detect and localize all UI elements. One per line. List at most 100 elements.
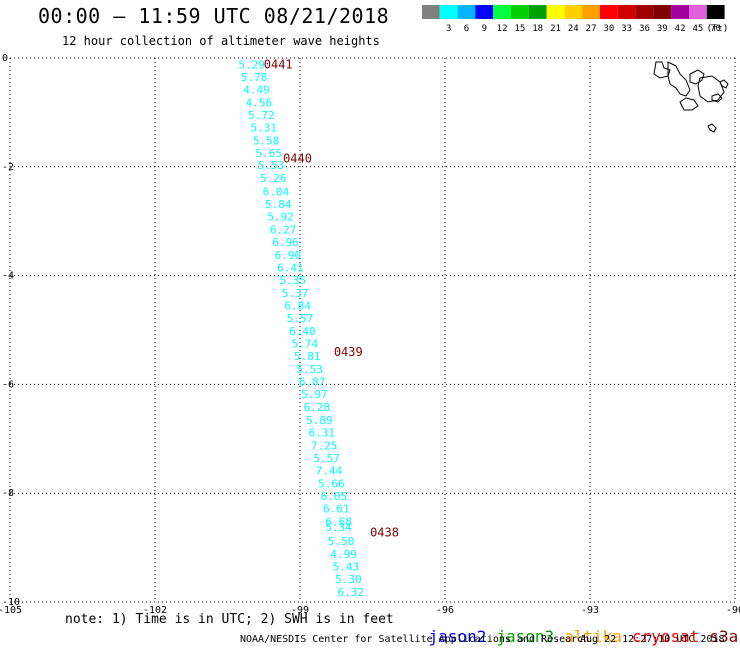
- coastline-island: [653, 61, 671, 79]
- wave-height-label: 6.04: [263, 185, 290, 198]
- coastline-island: [679, 97, 699, 111]
- wave-height-label: 6.61: [323, 502, 350, 515]
- x-tick-label: -99: [291, 605, 309, 616]
- time-label: 0439: [334, 345, 363, 359]
- wave-height-label: 5.43: [333, 561, 360, 574]
- map-plot: -105 -102 -99 -96 -93 -90 0 -2 -4 -6 -8 -10 5.295.78…: [0, 5, 740, 616]
- legend-color-box: [439, 5, 458, 19]
- legend-tick-label: 45: [692, 24, 703, 34]
- wave-height-label: 5.37: [282, 287, 309, 300]
- satellite-label-cryosat: cryosat: [631, 627, 700, 646]
- x-tick-label: -102: [143, 605, 167, 616]
- y-tick-label: -6: [2, 379, 14, 390]
- coastline-island: [697, 75, 725, 103]
- wave-height-label: 5.31: [251, 122, 278, 135]
- legend-tick-label: 6: [464, 24, 469, 34]
- wave-height-label: 5.81: [294, 350, 321, 363]
- coastline-island: [719, 79, 729, 89]
- wave-height-label: 6.87: [299, 376, 326, 389]
- wave-height-label: 5.53: [258, 159, 285, 172]
- wave-height-label: 5.66: [318, 477, 345, 490]
- credit-text: NOAA/NESDIS Center for Satellite Applica…: [240, 634, 590, 645]
- wave-height-label: 5.97: [301, 388, 328, 401]
- legend-color-box: [582, 5, 600, 19]
- legend-color-box: [475, 5, 494, 19]
- altimeter-map: 00:00 – 11:59 UTC 08/21/2018 12 hour col…: [0, 4, 740, 646]
- wave-height-label: 5.84: [265, 198, 292, 211]
- legend-tick-label: 9: [482, 24, 487, 34]
- wave-height-label: 5.57: [287, 312, 314, 325]
- y-tick-label: -2: [2, 162, 14, 173]
- legend-color-box: [617, 5, 636, 19]
- page-title: 00:00 – 11:59 UTC 08/21/2018: [38, 4, 390, 28]
- legend-color-box: [689, 5, 707, 19]
- wave-height-label: 5.53: [296, 363, 323, 376]
- satellite-label-jason2: jason2: [428, 627, 487, 646]
- wave-height-label: 5.34: [325, 521, 352, 534]
- legend-tick-label: 36: [639, 24, 650, 34]
- time-label: 0440: [283, 152, 312, 166]
- x-tick-label: -93: [581, 605, 599, 616]
- legend-color-box: [635, 5, 654, 19]
- wave-height-label: 4.49: [243, 84, 270, 97]
- x-tick-label: -105: [0, 605, 22, 616]
- coastline-island: [689, 69, 705, 85]
- wave-height-label: 6.96: [272, 236, 299, 249]
- wave-height-label: 5.50: [328, 535, 355, 548]
- wave-height-label: 5.92: [267, 210, 294, 223]
- wave-height-label: 5.29: [238, 59, 265, 72]
- wave-height-label: 6.40: [289, 325, 316, 338]
- wave-height-label: 5.58: [253, 135, 280, 148]
- wave-height-label: 5.72: [248, 109, 275, 122]
- x-tick-label: -96: [436, 605, 454, 616]
- satellite-label-jason3: jason3: [496, 627, 555, 646]
- wave-height-label: 5.74: [292, 338, 319, 351]
- legend-color-box: [511, 5, 529, 19]
- wave-height-label: 5.65: [255, 147, 282, 160]
- y-tick-label: -4: [2, 271, 14, 282]
- wave-height-label: 6.05: [321, 490, 348, 503]
- satellite-legend: jason2 jason3 altika cryosat s3a: [390, 608, 740, 665]
- wave-height-label: 5.30: [335, 573, 362, 586]
- wave-height-label: 7.44: [316, 464, 343, 477]
- y-tick-label: 0: [2, 53, 8, 64]
- wave-height-label: 5.89: [306, 414, 333, 427]
- wave-height-label: 6.90: [275, 249, 302, 262]
- satellite-label-altika: altika: [564, 627, 622, 646]
- legend-color-box: [546, 5, 565, 19]
- legend-color-box: [600, 5, 618, 19]
- wave-height-label: 5.26: [260, 172, 287, 185]
- legend-tick-label: 42: [675, 24, 686, 34]
- legend-color-box: [671, 5, 689, 19]
- legend-tick-label: 70: [710, 24, 721, 34]
- wave-height-label: 6.31: [309, 426, 336, 439]
- timestamp-text: Aug 22 12:27:10 UTC 2018: [580, 634, 725, 645]
- coastline-island: [711, 93, 723, 103]
- legend-tick-label: 39: [657, 24, 668, 34]
- time-label: 0438: [370, 525, 399, 539]
- coastline-island: [707, 123, 717, 133]
- wave-height-label: 6.41: [277, 261, 304, 274]
- wave-height-label: 4.56: [246, 97, 273, 110]
- y-tick-label: -8: [2, 488, 14, 499]
- wave-height-label: 4.99: [330, 548, 357, 561]
- y-tick-label: -10: [2, 597, 20, 608]
- legend-tick-label: 24: [568, 24, 579, 34]
- legend-tick-label: 21: [550, 24, 561, 34]
- legend-tick-label: 27: [586, 24, 597, 34]
- satellite-label-s3a: s3a: [709, 627, 739, 646]
- legend-color-box: [457, 5, 476, 19]
- wave-height-label: 6.27: [270, 223, 297, 236]
- time-label: 0441: [264, 58, 293, 72]
- wave-height-label: 5.35: [280, 274, 307, 287]
- coastline-island: [667, 61, 691, 97]
- x-tick-label: -90: [726, 605, 740, 616]
- page-subtitle: 12 hour collection of altimeter wave hei…: [62, 34, 380, 48]
- wave-height-label: 6.84: [284, 300, 311, 313]
- wave-height-label: 5.78: [241, 71, 268, 84]
- legend-tick-label: 18: [532, 24, 543, 34]
- legend-color-box: [422, 5, 440, 19]
- legend-tick-label: 15: [514, 24, 525, 34]
- legend-tick-label: 33: [621, 24, 632, 34]
- legend-color-box: [528, 5, 547, 19]
